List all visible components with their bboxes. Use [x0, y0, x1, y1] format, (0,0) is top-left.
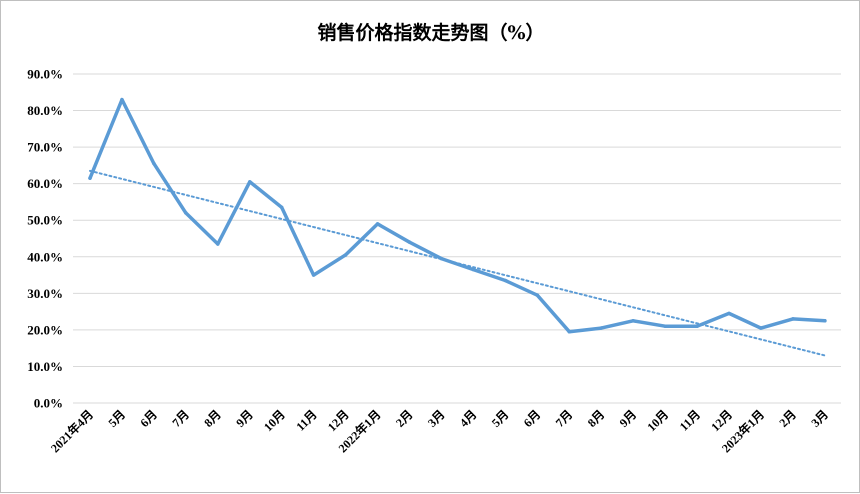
x-tick-label: 2月	[393, 407, 416, 430]
x-tick-label: 2月	[776, 407, 799, 430]
x-tick-label: 12月	[708, 407, 735, 434]
data-point	[248, 180, 252, 184]
y-tick-label: 90.0%	[27, 67, 63, 82]
data-point	[631, 319, 635, 323]
x-tick-label: 12月	[325, 407, 352, 434]
x-tick-label: 6月	[521, 407, 544, 430]
data-point	[375, 222, 380, 226]
y-tick-label: 50.0%	[27, 213, 63, 228]
x-tick-label: 10月	[644, 407, 671, 434]
data-point	[120, 97, 124, 102]
y-tick-label: 70.0%	[27, 140, 63, 155]
x-tick-label: 8月	[201, 407, 224, 430]
data-point	[695, 324, 699, 328]
x-tick-label: 11月	[677, 407, 703, 433]
y-tick-label: 80.0%	[27, 103, 63, 118]
data-point	[88, 176, 92, 180]
x-tick-label: 2021年4月	[47, 407, 96, 456]
chart-title: 销售价格指数走势图（%）	[317, 21, 544, 44]
y-tick-label: 40.0%	[27, 249, 63, 264]
x-tick-label: 8月	[585, 407, 608, 430]
data-point	[152, 161, 156, 166]
data-point	[727, 311, 731, 316]
x-tick-label: 10月	[261, 407, 288, 434]
data-point	[823, 319, 827, 323]
x-tick-label: 6月	[137, 407, 160, 430]
data-point	[343, 253, 348, 257]
data-point	[599, 326, 603, 330]
data-point	[503, 278, 508, 283]
y-tick-label: 10.0%	[27, 359, 63, 374]
x-tick-label: 7月	[169, 407, 192, 430]
x-tick-label: 3月	[425, 407, 448, 430]
x-tick-label: 11月	[293, 407, 319, 433]
gridlines	[73, 73, 841, 404]
y-tick-label: 0.0%	[34, 396, 63, 411]
x-tick-label: 5月	[105, 407, 128, 430]
data-point	[311, 273, 316, 277]
data-point	[439, 256, 444, 261]
y-tick-label: 60.0%	[27, 176, 63, 191]
data-point	[567, 329, 571, 334]
data-point	[407, 240, 412, 244]
data-point	[535, 293, 540, 297]
y-tick-label: 30.0%	[27, 286, 63, 301]
data-point	[791, 317, 795, 321]
x-tick-label: 4月	[457, 407, 480, 430]
y-tick-label: 20.0%	[27, 322, 63, 337]
data-point	[471, 267, 476, 272]
series-line	[88, 97, 827, 334]
x-tick-label: 5月	[489, 407, 512, 430]
series-group	[88, 97, 827, 334]
y-axis-labels: 0.0% 10.0% 20.0% 30.0% 40.0% 50.0% 60.0% 70.0% 8…	[27, 67, 63, 411]
data-point	[759, 326, 763, 330]
x-tick-label: 9月	[233, 407, 256, 430]
data-point	[279, 205, 284, 210]
data-point	[184, 211, 188, 215]
data-point	[663, 324, 667, 328]
x-tick-label: 3月	[808, 407, 831, 430]
x-tick-label: 9月	[617, 407, 640, 430]
x-tick-label: 7月	[553, 407, 576, 430]
data-point	[216, 242, 220, 246]
